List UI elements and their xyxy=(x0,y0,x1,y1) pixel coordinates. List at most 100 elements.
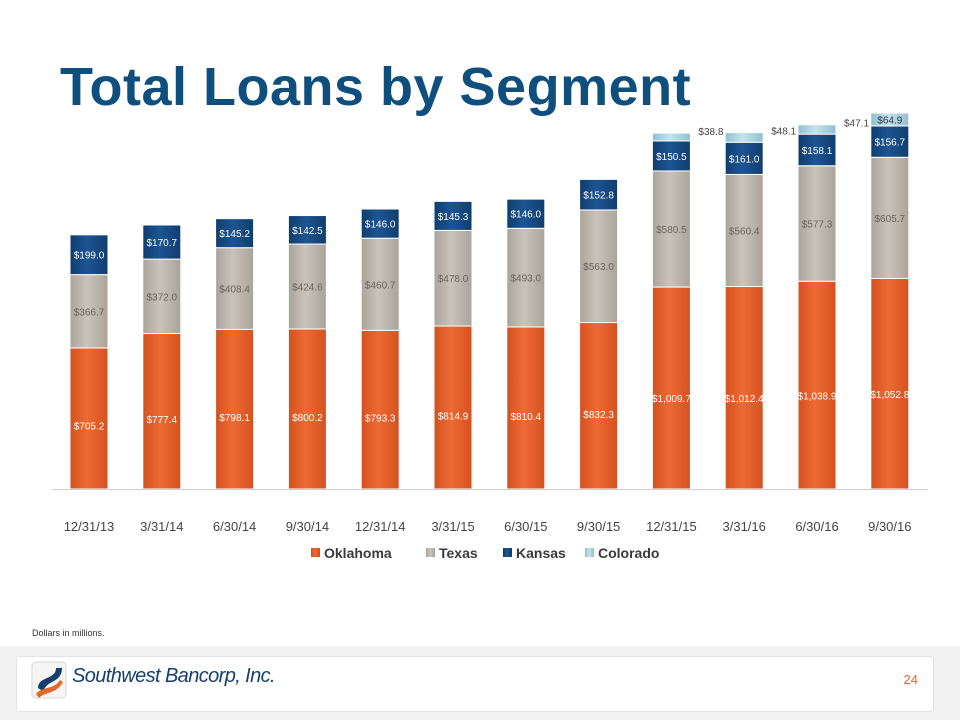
bar-texas-2 xyxy=(215,247,255,330)
bar-oklahoma-10 xyxy=(797,280,837,490)
x-tick-label-4: 12/31/14 xyxy=(355,519,406,534)
bar-texas-6 xyxy=(506,227,546,328)
x-tick-label-7: 9/30/15 xyxy=(577,519,620,534)
data-label-kansas-4: $146.0 xyxy=(365,220,396,231)
bar-kansas-3 xyxy=(287,215,327,245)
southwest-logo-icon xyxy=(31,661,67,699)
data-label-kansas-11: $156.7 xyxy=(875,138,906,149)
data-label-texas-8: $580.5 xyxy=(656,225,687,236)
x-tick-label-6: 6/30/15 xyxy=(504,519,547,534)
bar-oklahoma-11 xyxy=(870,277,910,490)
bar-oklahoma-4 xyxy=(360,329,400,490)
footer-panel xyxy=(16,656,934,712)
slide-title: Total Loans by Segment xyxy=(60,57,692,117)
bar-oklahoma-6 xyxy=(506,326,546,490)
bar-texas-1 xyxy=(142,258,182,335)
bar-oklahoma-7 xyxy=(579,322,619,490)
data-label-colorado-9: $48.1 xyxy=(771,127,796,138)
bar-texas-5 xyxy=(433,229,473,327)
data-label-kansas-7: $152.8 xyxy=(583,191,614,202)
data-label-oklahoma-6: $810.4 xyxy=(511,412,542,423)
bar-texas-3 xyxy=(287,243,327,330)
bar-kansas-6 xyxy=(506,198,546,229)
data-label-texas-11: $605.7 xyxy=(875,214,906,225)
bar-texas-9 xyxy=(724,173,764,288)
x-tick-label-8: 12/31/15 xyxy=(646,519,697,534)
bar-kansas-8 xyxy=(651,140,691,172)
x-tick-label-9: 3/31/16 xyxy=(723,519,766,534)
x-tick-label-0: 12/31/13 xyxy=(64,519,115,534)
data-label-oklahoma-2: $798.1 xyxy=(219,413,250,424)
data-label-kansas-10: $158.1 xyxy=(802,146,833,157)
bar-kansas-9 xyxy=(724,141,764,175)
x-tick-label-10: 6/30/16 xyxy=(795,519,838,534)
data-label-texas-7: $563.0 xyxy=(583,262,614,273)
page-number: 24 xyxy=(903,672,918,687)
footer-bar xyxy=(0,646,960,720)
legend-swatch-texas xyxy=(426,548,435,557)
legend-label-colorado: Colorado xyxy=(598,545,659,561)
legend-swatch-oklahoma xyxy=(311,548,320,557)
data-label-texas-5: $478.0 xyxy=(438,274,469,285)
bar-colorado-10 xyxy=(797,124,837,135)
data-label-oklahoma-10: $1,038.9 xyxy=(798,391,837,402)
data-label-kansas-5: $145.3 xyxy=(438,212,469,223)
data-label-oklahoma-1: $777.4 xyxy=(147,415,178,426)
bar-kansas-5 xyxy=(433,200,473,231)
bar-texas-8 xyxy=(651,170,691,288)
bar-kansas-7 xyxy=(579,178,619,211)
data-label-kansas-8: $150.5 xyxy=(656,152,687,163)
legend-label-oklahoma: Oklahoma xyxy=(324,545,392,561)
x-tick-label-5: 3/31/15 xyxy=(431,519,474,534)
bar-texas-7 xyxy=(579,209,619,324)
data-label-kansas-6: $146.0 xyxy=(511,210,542,221)
data-label-oklahoma-9: $1,012.4 xyxy=(725,394,764,405)
bar-oklahoma-2 xyxy=(215,328,255,490)
bar-oklahoma-0 xyxy=(69,347,109,490)
bar-oklahoma-3 xyxy=(287,328,327,490)
stacked-bar-chart: $705.2 $366.7 $199.0 $777.4 $372.0 $170.7 $798… xyxy=(52,112,928,561)
footnote: Dollars in millions. xyxy=(32,628,105,638)
bar-oklahoma-1 xyxy=(142,333,182,490)
data-label-texas-6: $493.0 xyxy=(511,274,542,285)
data-label-texas-9: $560.4 xyxy=(729,226,760,237)
bar-kansas-11 xyxy=(870,125,910,158)
data-label-kansas-9: $161.0 xyxy=(729,154,760,165)
bar-oklahoma-9 xyxy=(724,286,764,490)
bar-oklahoma-8 xyxy=(651,286,691,490)
data-label-kansas-0: $199.0 xyxy=(74,251,105,262)
data-label-oklahoma-4: $793.3 xyxy=(365,414,396,425)
data-label-texas-10: $577.3 xyxy=(802,219,833,230)
data-label-texas-2: $408.4 xyxy=(219,285,250,296)
bar-kansas-4 xyxy=(360,208,400,239)
bar-kansas-1 xyxy=(142,224,182,260)
data-label-colorado-8: $38.8 xyxy=(698,127,723,138)
x-tick-label-2: 6/30/14 xyxy=(213,519,256,534)
x-tick-label-11: 9/30/16 xyxy=(868,519,911,534)
x-tick-label-1: 3/31/14 xyxy=(140,519,183,534)
legend-label-kansas: Kansas xyxy=(516,545,566,561)
data-label-texas-1: $372.0 xyxy=(147,292,178,303)
data-label-oklahoma-8: $1,009.7 xyxy=(652,394,691,405)
data-label-texas-4: $460.7 xyxy=(365,280,396,291)
data-label-kansas-3: $142.5 xyxy=(292,226,323,237)
data-label-colorado-11: $64.9 xyxy=(877,115,902,126)
bar-kansas-10 xyxy=(797,133,837,167)
bar-kansas-2 xyxy=(215,218,255,249)
bar-colorado-8 xyxy=(651,132,691,142)
bar-texas-0 xyxy=(69,274,109,349)
bar-texas-4 xyxy=(360,237,400,331)
bar-colorado-9 xyxy=(724,132,764,143)
data-label-oklahoma-5: $814.9 xyxy=(438,412,469,423)
brand-name: Southwest Bancorp, Inc. xyxy=(72,665,276,687)
data-label-kansas-2: $145.2 xyxy=(219,229,250,240)
bar-kansas-0 xyxy=(69,234,109,276)
data-label-colorado-10: $47.1 xyxy=(844,119,869,130)
data-label-texas-3: $424.6 xyxy=(292,283,323,294)
bar-oklahoma-5 xyxy=(433,325,473,490)
data-label-oklahoma-0: $705.2 xyxy=(74,422,105,433)
data-label-texas-0: $366.7 xyxy=(74,307,105,318)
data-label-kansas-1: $170.7 xyxy=(147,238,178,249)
legend-swatch-kansas xyxy=(503,548,512,557)
data-label-oklahoma-3: $800.2 xyxy=(292,413,323,424)
